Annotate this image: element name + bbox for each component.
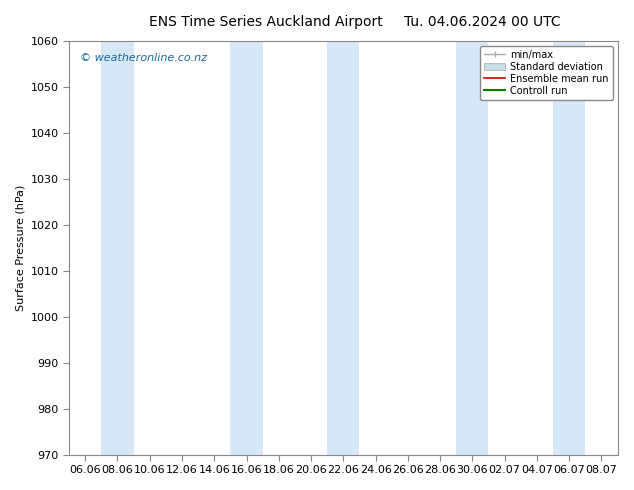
Y-axis label: Surface Pressure (hPa): Surface Pressure (hPa) bbox=[15, 185, 25, 311]
Text: ENS Time Series Auckland Airport: ENS Time Series Auckland Airport bbox=[150, 15, 383, 29]
Legend: min/max, Standard deviation, Ensemble mean run, Controll run: min/max, Standard deviation, Ensemble me… bbox=[480, 46, 612, 99]
Bar bbox=[553, 41, 585, 455]
Bar bbox=[456, 41, 488, 455]
Bar bbox=[327, 41, 359, 455]
Bar bbox=[230, 41, 262, 455]
Text: © weatheronline.co.nz: © weatheronline.co.nz bbox=[80, 53, 207, 64]
Bar bbox=[101, 41, 134, 455]
Text: Tu. 04.06.2024 00 UTC: Tu. 04.06.2024 00 UTC bbox=[403, 15, 560, 29]
